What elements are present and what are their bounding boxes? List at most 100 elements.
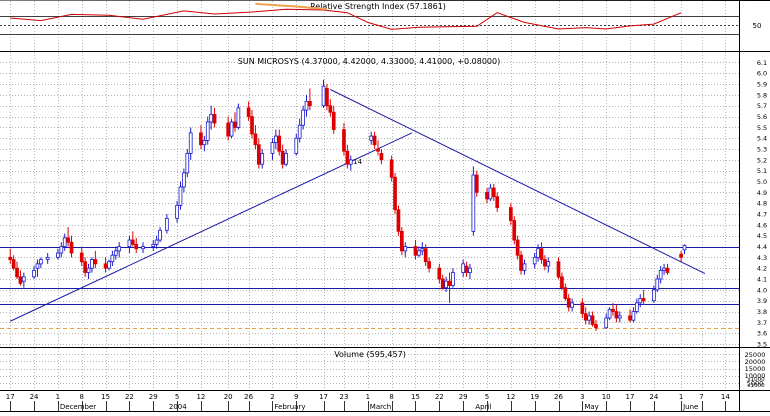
candle-body — [113, 250, 118, 256]
volume-tick-label: 20000 — [745, 358, 766, 366]
candle-body — [274, 135, 278, 143]
candle-body — [536, 248, 540, 258]
candle-body — [512, 220, 517, 241]
candle-body — [107, 261, 111, 269]
price-panel: SUN MICROSYS (4.37000, 4.42000, 4.33000,… — [0, 57, 767, 349]
candle-body — [376, 148, 380, 152]
price-tick-label: 5.7 — [757, 102, 767, 110]
candle-body — [103, 263, 108, 269]
price-tick-label: 3.6 — [757, 330, 767, 338]
volume-tick-label: 5000 — [747, 379, 764, 387]
candle-body — [284, 152, 288, 165]
candle-body — [679, 253, 683, 258]
x-month-label: May — [584, 403, 598, 411]
price-tick-label: 4.8 — [757, 200, 767, 208]
candle-body — [655, 278, 660, 291]
price-tick-label: 4.5 — [757, 232, 767, 240]
candle-body — [543, 259, 547, 267]
candle-body — [508, 207, 513, 221]
x-tick-day-label: 14 — [721, 393, 730, 401]
candle-body — [607, 308, 612, 319]
x-month-label: April — [475, 403, 491, 411]
candle-body — [93, 259, 98, 265]
x-tick-day-label: 8 — [79, 393, 83, 401]
candle-body — [583, 313, 588, 321]
candle-body — [566, 298, 571, 308]
price-tick-label: 5.4 — [757, 135, 767, 143]
price-tick-label: 3.8 — [757, 308, 767, 316]
price-tick-label: 5.3 — [757, 146, 767, 154]
candle-body — [8, 256, 13, 260]
x-month-label: June — [682, 403, 698, 411]
x-tick-day-label: 15 — [411, 393, 420, 401]
candle-body — [519, 254, 523, 271]
price-tick-label: 3.5 — [757, 341, 767, 349]
candle-body — [485, 191, 489, 200]
rsi-line — [10, 8, 682, 30]
candle-body — [32, 269, 36, 278]
candle-body — [308, 101, 312, 107]
x-tick-day-label: 1 — [56, 393, 60, 401]
candle-body — [233, 121, 237, 128]
x-tick-day-label: 29 — [459, 393, 468, 401]
candle-body — [393, 176, 397, 211]
candle-body — [39, 259, 43, 265]
candle-body — [638, 298, 643, 304]
gridlines — [0, 1, 739, 390]
price-tick-label: 5.2 — [757, 156, 767, 164]
candle-body — [652, 289, 656, 302]
x-tick-day-label: 12 — [196, 393, 205, 401]
candle-body — [560, 276, 564, 289]
x-tick-day-label: 1 — [366, 393, 370, 401]
x-tick-day-label: 2 — [270, 393, 274, 401]
candle-body — [270, 142, 275, 154]
x-month-label: December — [60, 403, 96, 411]
price-tick-label: 3.9 — [757, 297, 767, 305]
x-tick-day-label: 5 — [175, 393, 179, 401]
candle-body — [90, 259, 94, 269]
candle-body — [158, 229, 162, 241]
volume-tick-label: 25000 — [745, 351, 766, 359]
candle-body — [369, 135, 374, 141]
candle-body — [594, 324, 598, 329]
candle-body — [130, 239, 135, 245]
volume-panel: Volume (595,457) 25000200001500010000500… — [334, 350, 765, 389]
candle-body — [563, 287, 568, 299]
candle-body — [682, 245, 687, 251]
price-tick-label: 4.6 — [757, 221, 767, 229]
x-tick-day-label: 5 — [485, 393, 489, 401]
x-tick-day-label: 19 — [530, 393, 539, 401]
candle-body — [556, 261, 561, 278]
panel-divider — [0, 0, 770, 1]
candle-body — [202, 139, 207, 146]
candle-body — [134, 243, 139, 250]
price-tick-label: 5.1 — [757, 167, 767, 175]
price-tick-label: 3.7 — [757, 319, 767, 327]
candle-body — [141, 246, 145, 250]
candle-body — [546, 261, 551, 267]
candle-body — [83, 261, 87, 273]
x-tick-day-label: 12 — [506, 393, 515, 401]
candle-body — [154, 239, 159, 245]
candle-body — [461, 263, 465, 273]
candle-body — [631, 311, 636, 321]
price-tick-label: 4.4 — [757, 243, 767, 251]
candle-body — [468, 267, 472, 273]
candle-body — [11, 259, 16, 269]
candle-body — [396, 209, 401, 232]
candle-body — [117, 246, 122, 252]
candle-body — [280, 150, 285, 165]
x-month-label: February — [274, 403, 305, 411]
candle-body — [175, 204, 179, 219]
candle-body — [151, 243, 156, 247]
candle-body — [495, 196, 500, 208]
trendline — [10, 132, 413, 322]
candle-body — [628, 315, 632, 321]
candle-body — [413, 246, 418, 256]
candle-body — [321, 85, 326, 107]
x-month-label: 2004 — [169, 403, 187, 411]
x-tick-day-label: 22 — [125, 393, 134, 401]
price-tick-label: 4.3 — [757, 254, 767, 262]
candle-body — [587, 315, 592, 321]
price-tick-label: 4.0 — [757, 286, 767, 294]
